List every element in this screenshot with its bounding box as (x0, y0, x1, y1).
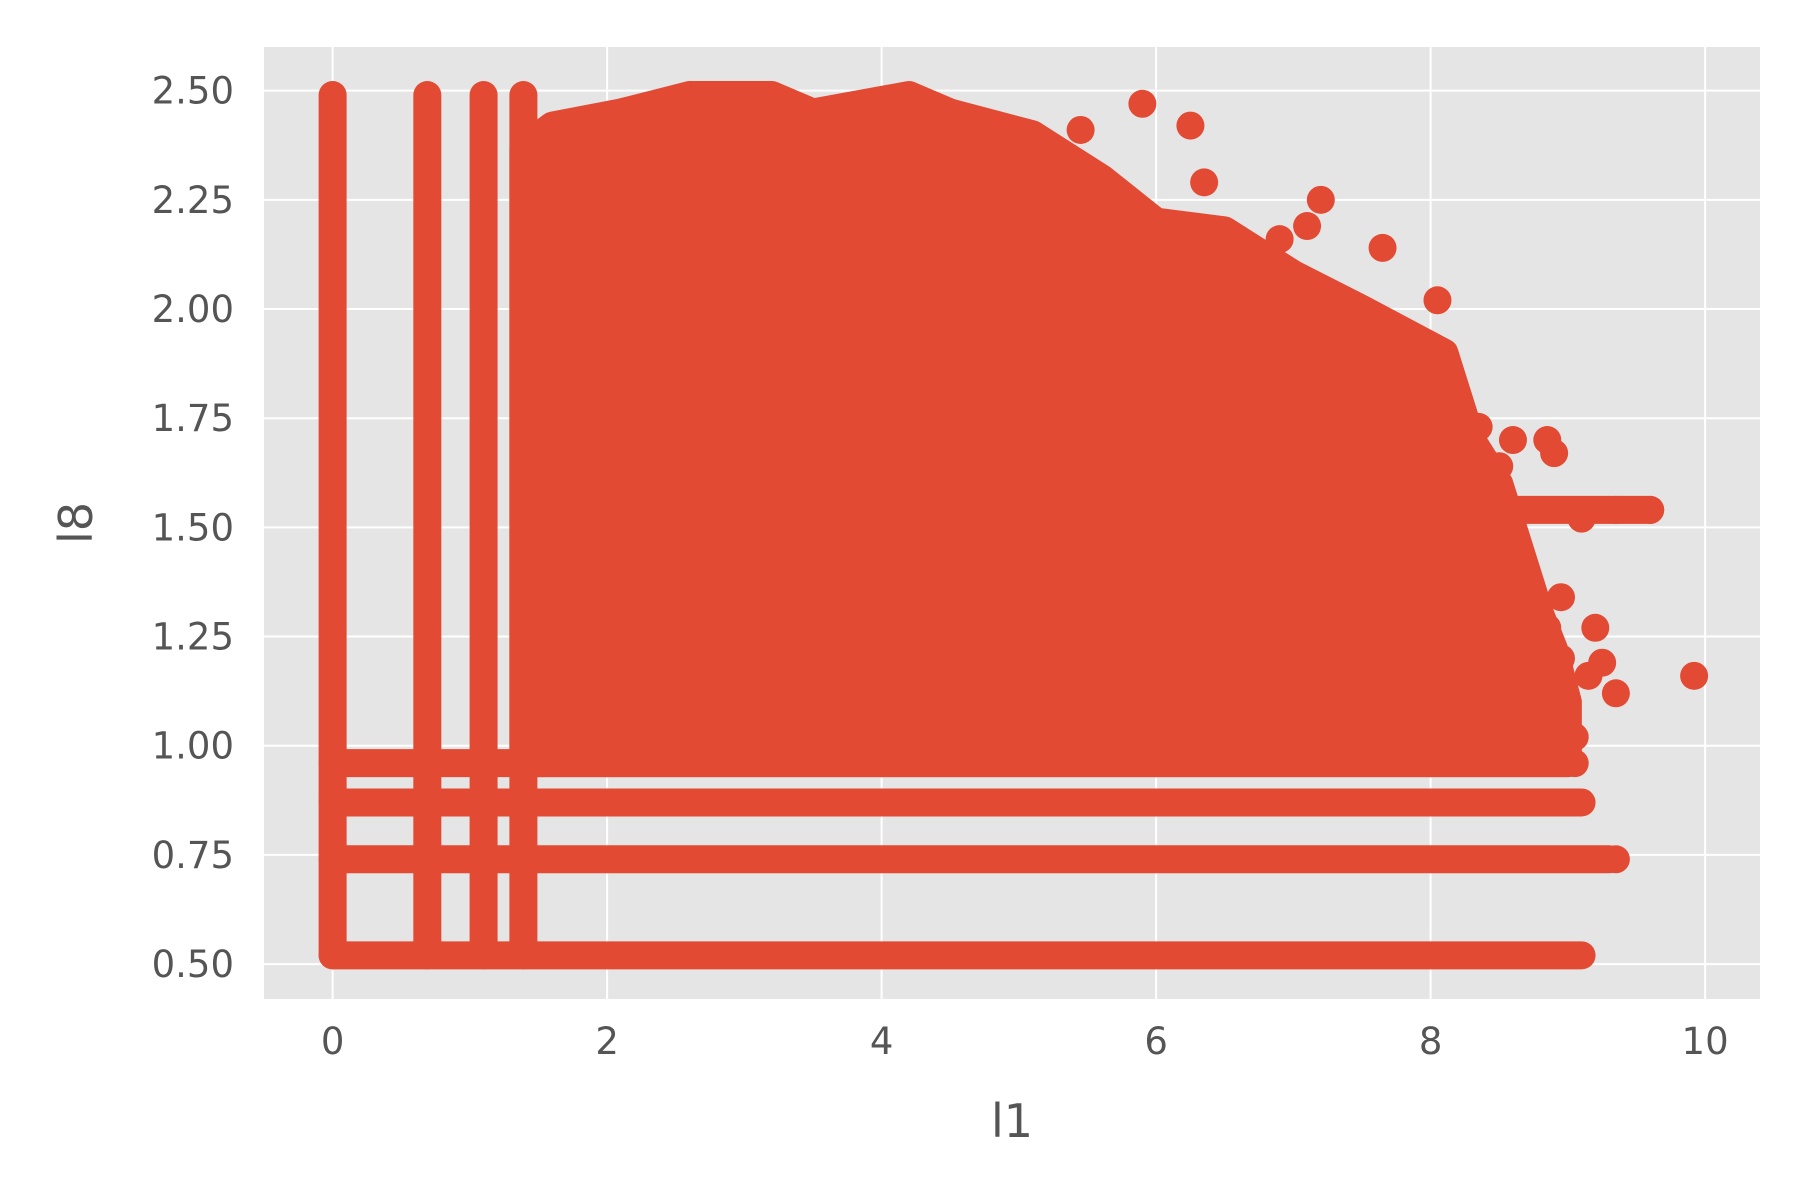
scatter-point (1224, 225, 1253, 254)
scatter-point (1526, 696, 1555, 725)
scatter-point (1464, 412, 1493, 441)
scatter-point (1546, 644, 1575, 673)
scatter-point (1128, 89, 1157, 118)
scatter-point (1498, 426, 1527, 455)
scatter-point (1368, 233, 1397, 262)
scatter-point (1680, 661, 1709, 690)
scatter-point (1512, 718, 1541, 747)
dense-point-region (509, 81, 1582, 778)
scatter-point (1560, 788, 1589, 817)
scatter-point (1293, 212, 1322, 241)
y-tick-label: 1.50 (152, 506, 234, 549)
scatter-point (1176, 111, 1205, 140)
scatter-point (1601, 495, 1630, 524)
y-tick-label: 1.25 (152, 616, 234, 659)
scatter-point (1636, 495, 1665, 524)
scatter-point (1540, 439, 1569, 468)
scatter-point (1581, 613, 1610, 642)
y-tick-label: 2.50 (152, 70, 234, 113)
y-tick-label: 2.25 (152, 179, 234, 222)
y-tick-label: 0.50 (152, 943, 234, 986)
scatter-point (1601, 845, 1630, 874)
y-tick-label: 0.75 (152, 834, 234, 877)
scatter-point (1066, 115, 1095, 144)
y-tick-label: 1.75 (152, 397, 234, 440)
y-tick-label: 2.00 (152, 288, 234, 331)
scatter-point (1574, 661, 1603, 690)
y-axis-label: l8 (49, 502, 103, 544)
scatter-point (1567, 504, 1596, 533)
x-tick-label: 2 (595, 1020, 619, 1063)
scatter-point (1533, 613, 1562, 642)
scatter-point (1423, 286, 1452, 315)
scatter-point (1190, 168, 1219, 197)
scatter-point (1546, 583, 1575, 612)
scatter-point (1601, 679, 1630, 708)
y-tick-label: 1.00 (152, 725, 234, 768)
scatter-point (1265, 225, 1294, 254)
x-tick-label: 4 (870, 1020, 894, 1063)
scatter-points (318, 81, 1709, 970)
scatter-point (1485, 452, 1514, 481)
x-axis-label: l1 (991, 1094, 1033, 1148)
scatter-point (1306, 185, 1335, 214)
x-tick-label: 8 (1419, 1020, 1443, 1063)
x-tick-label: 10 (1682, 1020, 1729, 1063)
scatter-point (1560, 722, 1589, 751)
tick-labels: 0 2 4 6 8 10 0.50 0.75 1.00 1.25 1.50 1.75 2.00 2.25 2… (152, 70, 1729, 1063)
x-tick-label: 0 (321, 1020, 345, 1063)
x-tick-label: 6 (1144, 1020, 1168, 1063)
scatter-point (1560, 749, 1589, 778)
scatter-point (1505, 679, 1534, 708)
